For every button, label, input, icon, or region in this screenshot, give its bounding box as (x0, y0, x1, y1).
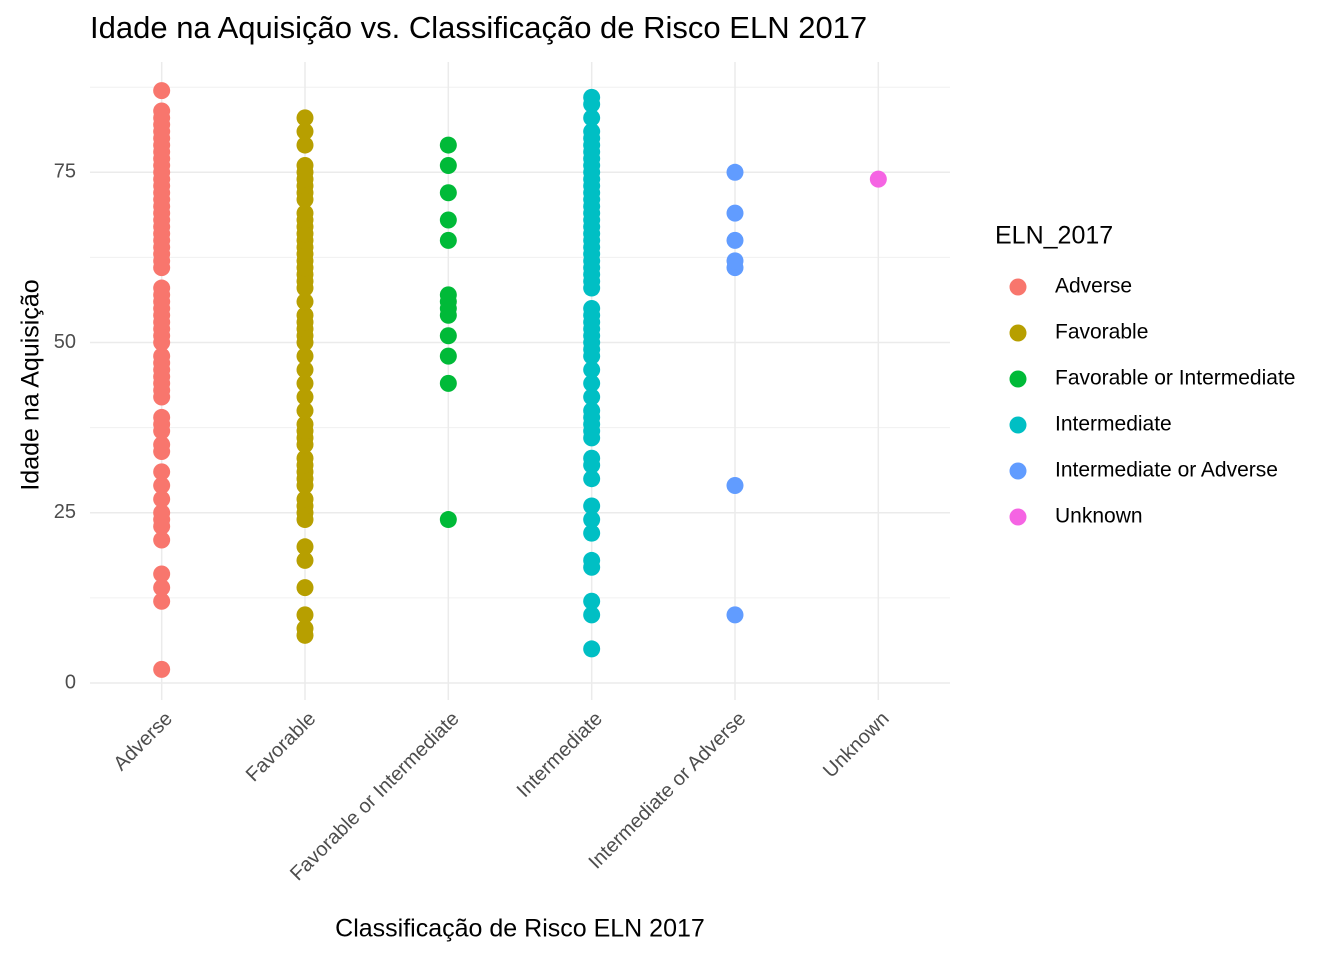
point (296, 551, 314, 569)
point (583, 551, 601, 569)
point (439, 136, 457, 154)
x-tick-label: Favorable (242, 708, 320, 786)
point (583, 470, 601, 488)
point (583, 88, 601, 106)
point (439, 327, 457, 345)
point (153, 504, 171, 522)
point (296, 347, 314, 365)
legend-key (1009, 278, 1027, 296)
point (439, 347, 457, 365)
point (153, 347, 171, 365)
point (296, 109, 314, 127)
x-tick-label: Favorable or Intermediate (286, 708, 463, 885)
point (296, 374, 314, 392)
x-tick-label: Intermediate (513, 708, 607, 802)
point (296, 402, 314, 420)
point (583, 592, 601, 610)
legend-label: Adverse (1055, 275, 1132, 298)
point (726, 231, 744, 249)
point (296, 388, 314, 406)
point (296, 538, 314, 556)
y-tick-label: 25 (54, 501, 76, 523)
point (439, 211, 457, 229)
point (296, 490, 314, 508)
y-tick-label: 0 (65, 671, 76, 693)
point (583, 299, 601, 317)
point (583, 361, 601, 379)
point (583, 122, 601, 140)
point (296, 415, 314, 433)
point (153, 660, 171, 678)
point (439, 156, 457, 174)
legend-key (1009, 462, 1027, 480)
x-tick-label: Adverse (109, 708, 176, 775)
point (296, 361, 314, 379)
point (296, 306, 314, 324)
point (296, 204, 314, 222)
point (153, 463, 171, 481)
point (439, 511, 457, 529)
point (153, 102, 171, 120)
point (583, 449, 601, 467)
legend-label: Unknown (1055, 505, 1143, 528)
point (583, 606, 601, 624)
point (726, 477, 744, 495)
chart-title: Idade na Aquisição vs. Classificação de … (90, 10, 867, 45)
legend-key (1009, 324, 1027, 342)
point (869, 170, 887, 188)
x-tick-label: Intermediate or Adverse (585, 708, 751, 874)
y-axis-title: Idade na Aquisição (17, 279, 45, 490)
point (583, 511, 601, 529)
point (439, 231, 457, 249)
point (583, 497, 601, 515)
point (153, 490, 171, 508)
point (296, 606, 314, 624)
point (583, 374, 601, 392)
legend-label: Favorable (1055, 321, 1148, 344)
point (583, 402, 601, 420)
point (296, 293, 314, 311)
point (439, 374, 457, 392)
point (296, 449, 314, 467)
point (153, 477, 171, 495)
x-axis-title: Classificação de Risco ELN 2017 (335, 915, 705, 943)
point (296, 122, 314, 140)
point (296, 620, 314, 638)
point (153, 579, 171, 597)
point (583, 524, 601, 542)
point (439, 286, 457, 304)
point (296, 579, 314, 597)
x-tick-label: Unknown (819, 708, 894, 783)
point (583, 109, 601, 127)
point (153, 565, 171, 583)
point (296, 136, 314, 154)
y-tick-label: 50 (54, 331, 76, 353)
point (153, 592, 171, 610)
legend-key (1009, 508, 1027, 526)
point (583, 640, 601, 658)
legend-key (1009, 370, 1027, 388)
point (296, 156, 314, 174)
point (153, 436, 171, 454)
point (153, 279, 171, 297)
point (726, 606, 744, 624)
point (153, 531, 171, 549)
point (726, 252, 744, 270)
point (726, 204, 744, 222)
point (583, 388, 601, 406)
point (153, 408, 171, 426)
legend-label: Intermediate or Adverse (1055, 459, 1278, 482)
legend-title: ELN_2017 (995, 222, 1113, 250)
y-tick-label: 75 (54, 161, 76, 183)
point (726, 163, 744, 181)
legend-label: Intermediate (1055, 413, 1172, 436)
point (153, 82, 171, 100)
legend-label: Favorable or Intermediate (1055, 367, 1295, 390)
point (439, 184, 457, 202)
legend-key (1009, 416, 1027, 434)
